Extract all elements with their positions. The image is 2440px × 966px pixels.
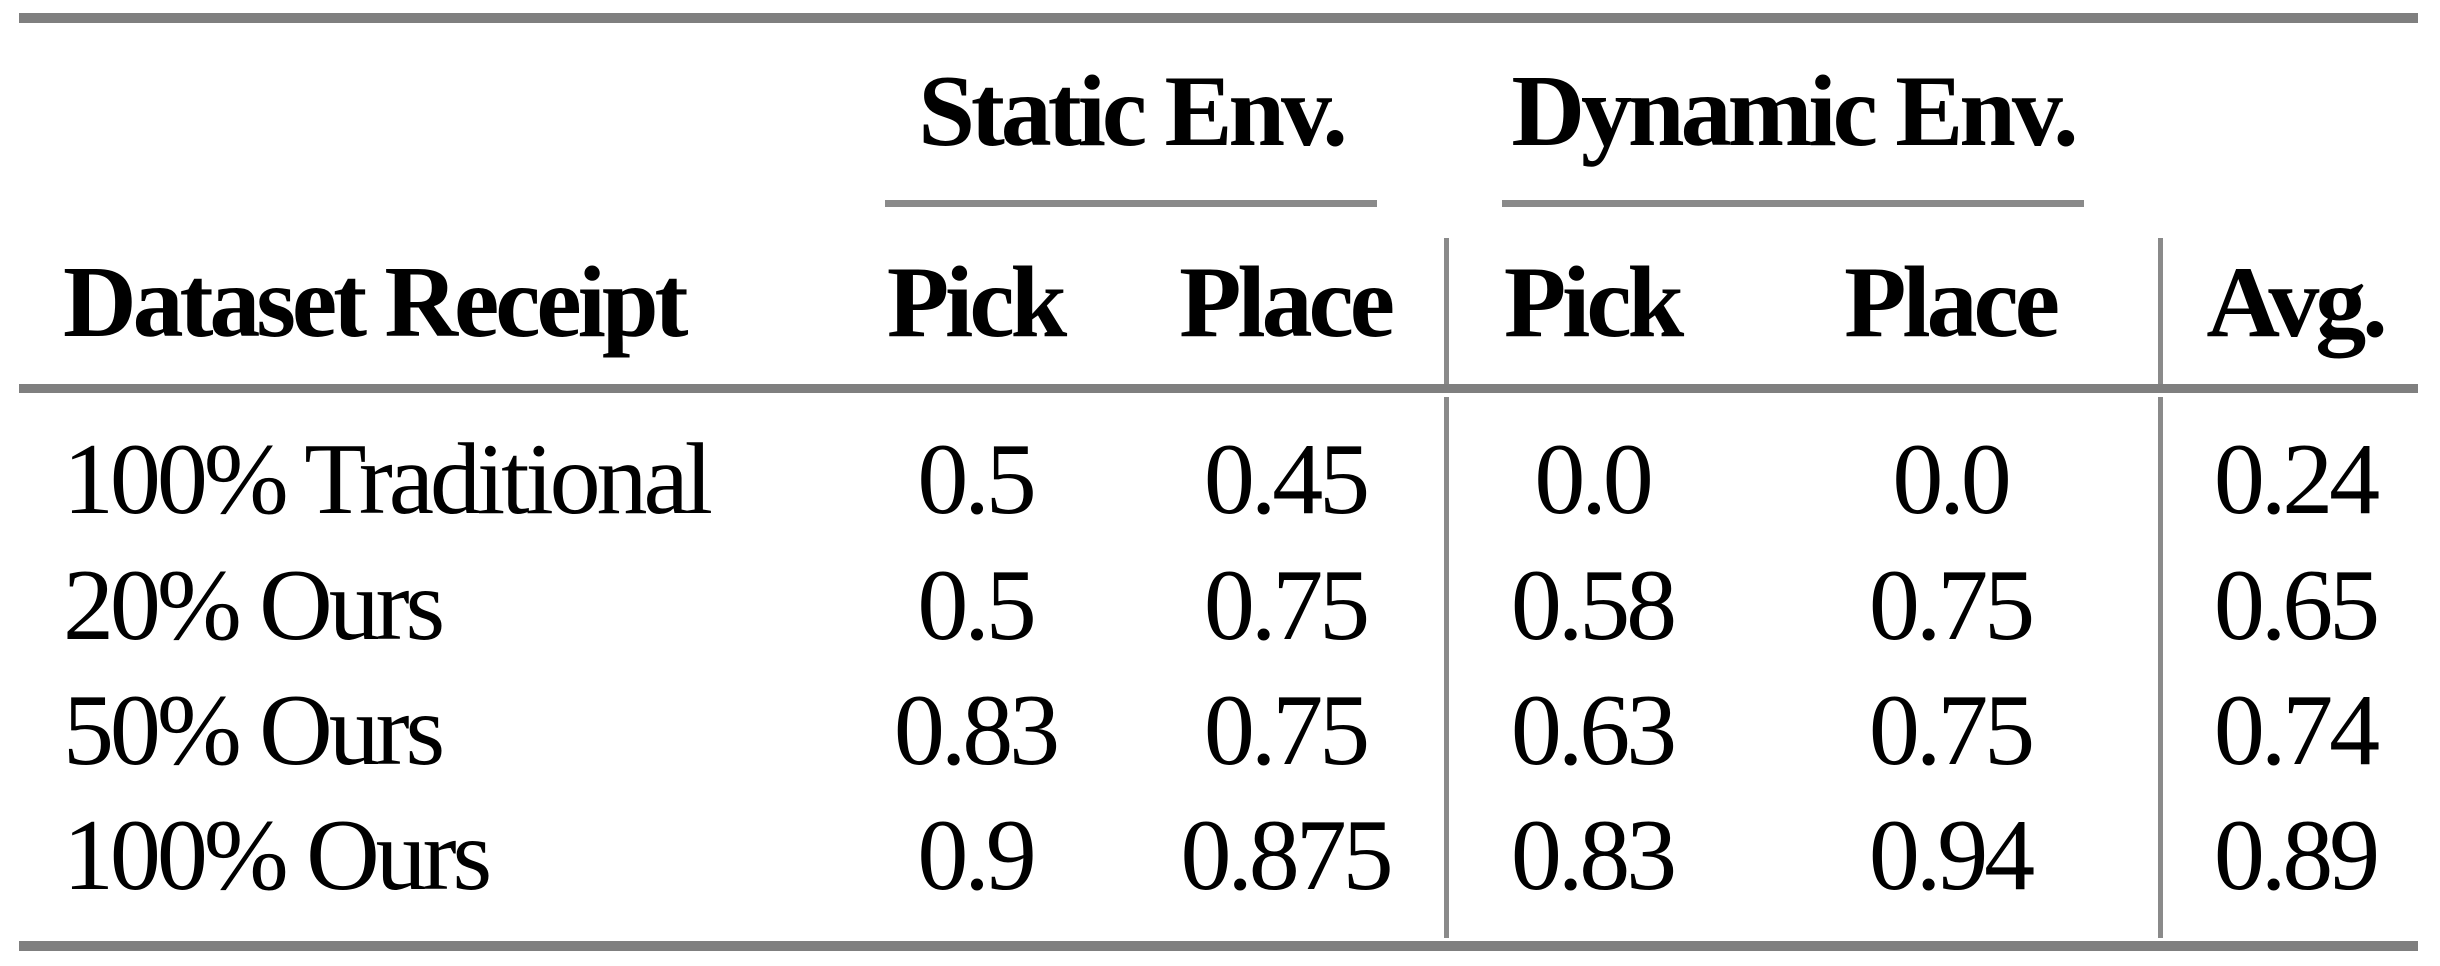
table-cell: 0.94: [1868, 799, 2035, 912]
table-cell: 0.0: [1892, 423, 2011, 536]
table-top-rule: [19, 13, 2418, 23]
column-header-static-place: Place: [1179, 246, 1395, 359]
table-cell: 0.5: [917, 423, 1036, 536]
table-cell: 0.75: [1868, 549, 2035, 662]
column-header-dynamic-place: Place: [1844, 246, 2060, 359]
dynamic-env-underline: [1502, 200, 2084, 207]
vertical-rule-1-header: [1444, 238, 1449, 384]
table-cell: 0.63: [1510, 674, 1677, 787]
table-cell: 0.83: [893, 674, 1060, 787]
column-header-static-pick: Pick: [886, 246, 1067, 359]
table-bottom-rule: [19, 941, 2418, 951]
table-cell: 0.75: [1203, 674, 1370, 787]
table-cell: 0.83: [1510, 799, 1677, 912]
table-cell: 0.75: [1868, 674, 2035, 787]
table-cell: 0.74: [2213, 674, 2380, 787]
vertical-rule-2-body: [2158, 397, 2163, 938]
column-header-dataset-receipt: Dataset Receipt: [63, 246, 688, 359]
table-cell: 0.75: [1203, 549, 1370, 662]
table-cell: 0.58: [1510, 549, 1677, 662]
row-label: 100% Ours: [63, 799, 492, 912]
table-cell: 0.9: [917, 799, 1036, 912]
table-cell: 0.45: [1203, 423, 1370, 536]
table-cell: 0.5: [917, 549, 1036, 662]
table-cell: 0.65: [2213, 549, 2380, 662]
row-label: 50% Ours: [63, 674, 445, 787]
table-cell: 0.875: [1180, 799, 1393, 912]
row-label: 20% Ours: [63, 549, 445, 662]
group-header-dynamic-env: Dynamic Env.: [1511, 55, 2078, 168]
vertical-rule-1-body: [1444, 397, 1449, 938]
table-cell: 0.0: [1534, 423, 1653, 536]
column-header-avg: Avg.: [2206, 246, 2387, 359]
table-cell: 0.89: [2213, 799, 2380, 912]
vertical-rule-2-header: [2158, 238, 2163, 384]
static-env-underline: [885, 200, 1377, 207]
table-header-rule: [19, 384, 2418, 393]
row-label: 100% Traditional: [63, 423, 713, 536]
table-cell: 0.24: [2213, 423, 2380, 536]
group-header-static-env: Static Env.: [918, 55, 1348, 168]
column-header-dynamic-pick: Pick: [1503, 246, 1684, 359]
